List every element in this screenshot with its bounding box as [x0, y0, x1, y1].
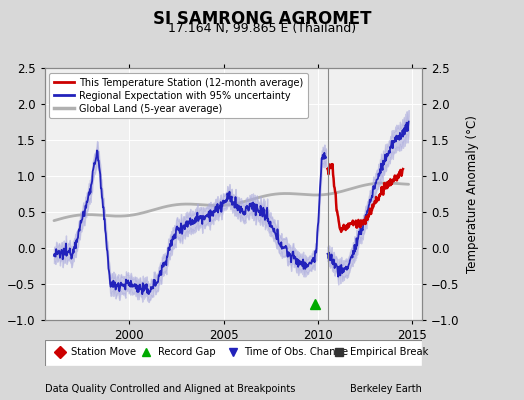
Legend: This Temperature Station (12-month average), Regional Expectation with 95% uncer: This Temperature Station (12-month avera… [49, 73, 308, 118]
Text: SI SAMRONG AGROMET: SI SAMRONG AGROMET [153, 10, 371, 28]
Text: Empirical Break: Empirical Break [350, 348, 429, 358]
Y-axis label: Temperature Anomaly (°C): Temperature Anomaly (°C) [466, 115, 479, 273]
Text: Station Move: Station Move [71, 348, 136, 358]
Text: Berkeley Earth: Berkeley Earth [350, 384, 422, 394]
Text: Time of Obs. Change: Time of Obs. Change [245, 348, 348, 358]
Text: Record Gap: Record Gap [158, 348, 215, 358]
Text: 17.164 N, 99.865 E (Thailand): 17.164 N, 99.865 E (Thailand) [168, 22, 356, 35]
Text: Data Quality Controlled and Aligned at Breakpoints: Data Quality Controlled and Aligned at B… [45, 384, 295, 394]
